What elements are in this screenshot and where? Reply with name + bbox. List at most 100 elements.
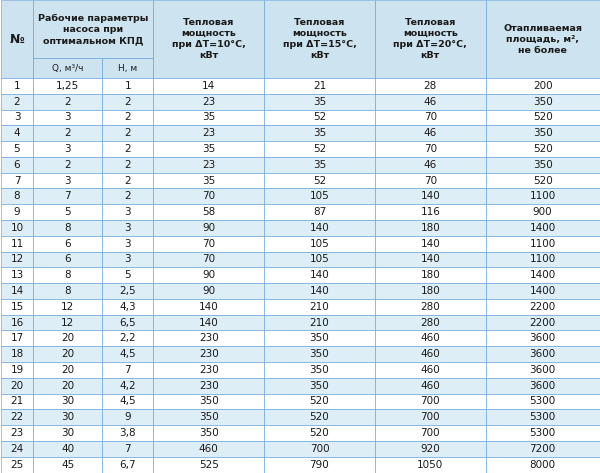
Bar — [34, 267, 103, 283]
Bar — [153, 267, 264, 283]
Text: 12: 12 — [61, 302, 74, 312]
Bar — [103, 220, 153, 236]
Bar — [375, 94, 485, 110]
Bar — [485, 378, 599, 394]
Text: 21: 21 — [10, 396, 23, 406]
Text: 350: 350 — [533, 128, 553, 138]
Text: 2: 2 — [124, 144, 131, 154]
Bar — [1, 125, 34, 141]
Bar — [375, 204, 485, 220]
Bar — [485, 331, 599, 346]
Bar — [485, 425, 599, 441]
Text: 11: 11 — [10, 239, 23, 249]
Bar — [264, 394, 375, 409]
Text: 8: 8 — [65, 223, 71, 233]
Bar — [34, 236, 103, 252]
Bar — [34, 362, 103, 378]
Text: 35: 35 — [202, 113, 215, 123]
Bar — [153, 0, 264, 78]
Bar — [264, 283, 375, 299]
Text: 90: 90 — [202, 223, 215, 233]
Bar — [34, 220, 103, 236]
Bar — [34, 283, 103, 299]
Bar — [264, 267, 375, 283]
Text: 460: 460 — [199, 444, 218, 454]
Text: 1100: 1100 — [529, 239, 556, 249]
Bar — [153, 125, 264, 141]
Bar — [375, 125, 485, 141]
Text: 2: 2 — [124, 192, 131, 201]
Bar — [34, 125, 103, 141]
Text: 70: 70 — [202, 192, 215, 201]
Text: 350: 350 — [310, 365, 329, 375]
Text: 8000: 8000 — [530, 460, 556, 470]
Bar — [153, 346, 264, 362]
Text: 140: 140 — [421, 192, 440, 201]
Text: 3600: 3600 — [529, 381, 556, 391]
Bar — [1, 188, 34, 204]
Bar — [264, 125, 375, 141]
Bar — [375, 157, 485, 173]
Bar — [485, 283, 599, 299]
Bar — [485, 94, 599, 110]
Text: 140: 140 — [421, 254, 440, 264]
Bar — [1, 394, 34, 409]
Text: 520: 520 — [533, 175, 553, 185]
Text: 140: 140 — [310, 270, 329, 280]
Text: 46: 46 — [424, 128, 437, 138]
Bar — [1, 204, 34, 220]
Text: 2200: 2200 — [529, 302, 556, 312]
Bar — [375, 141, 485, 157]
Text: 4,5: 4,5 — [119, 349, 136, 359]
Bar — [103, 94, 153, 110]
Text: 140: 140 — [310, 223, 329, 233]
Text: 13: 13 — [10, 270, 23, 280]
Bar — [1, 173, 34, 188]
Text: 1400: 1400 — [529, 223, 556, 233]
Bar — [264, 378, 375, 394]
Text: 2: 2 — [65, 160, 71, 170]
Text: 140: 140 — [310, 286, 329, 296]
Text: 230: 230 — [199, 381, 218, 391]
Bar — [375, 236, 485, 252]
Text: 350: 350 — [310, 381, 329, 391]
Text: 70: 70 — [202, 254, 215, 264]
Text: Тепловая
мощность
при ΔT=15°С,
кВт: Тепловая мощность при ΔT=15°С, кВт — [283, 18, 356, 61]
Text: 3: 3 — [65, 175, 71, 185]
Text: 20: 20 — [61, 365, 74, 375]
Bar — [153, 94, 264, 110]
Text: 3: 3 — [14, 113, 20, 123]
Bar — [485, 299, 599, 315]
Text: 350: 350 — [310, 349, 329, 359]
Bar — [103, 394, 153, 409]
Text: 6: 6 — [65, 254, 71, 264]
Text: 900: 900 — [533, 207, 553, 217]
Bar — [375, 110, 485, 125]
Text: 4: 4 — [14, 128, 20, 138]
Text: 280: 280 — [421, 317, 440, 328]
Text: 1050: 1050 — [417, 460, 443, 470]
Bar — [153, 378, 264, 394]
Text: 350: 350 — [310, 333, 329, 343]
Text: 2: 2 — [14, 96, 20, 107]
Bar — [375, 299, 485, 315]
Bar — [1, 283, 34, 299]
Bar — [375, 188, 485, 204]
Bar — [103, 283, 153, 299]
Text: 140: 140 — [421, 239, 440, 249]
Bar — [264, 457, 375, 473]
Bar — [34, 59, 103, 78]
Text: 280: 280 — [421, 302, 440, 312]
Bar — [103, 331, 153, 346]
Bar — [103, 441, 153, 457]
Text: 5300: 5300 — [529, 412, 556, 422]
Bar — [264, 78, 375, 94]
Text: 40: 40 — [61, 444, 74, 454]
Bar — [103, 362, 153, 378]
Bar — [103, 110, 153, 125]
Text: 4,5: 4,5 — [119, 396, 136, 406]
Text: 230: 230 — [199, 333, 218, 343]
Text: 2: 2 — [124, 128, 131, 138]
Text: 17: 17 — [10, 333, 23, 343]
Text: 350: 350 — [533, 96, 553, 107]
